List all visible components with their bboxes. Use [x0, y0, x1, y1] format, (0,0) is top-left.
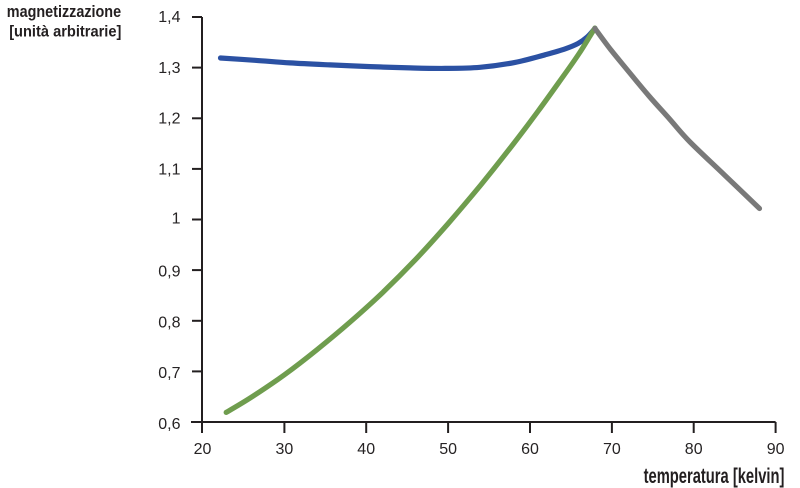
- svg-text:40: 40: [357, 441, 375, 458]
- svg-text:0,7: 0,7: [158, 365, 180, 382]
- svg-text:magnetizzazione: magnetizzazione: [7, 3, 121, 21]
- svg-text:70: 70: [603, 441, 621, 458]
- svg-text:1: 1: [172, 211, 181, 228]
- svg-text:temperatura [kelvin]: temperatura [kelvin]: [644, 465, 785, 488]
- svg-text:0,9: 0,9: [158, 263, 180, 280]
- svg-text:1,4: 1,4: [158, 9, 180, 26]
- svg-text:50: 50: [439, 441, 457, 458]
- svg-text:30: 30: [276, 441, 294, 458]
- svg-text:0,6: 0,6: [158, 416, 180, 433]
- svg-text:0,8: 0,8: [158, 314, 180, 331]
- svg-text:[unità arbitrarie]: [unità arbitrarie]: [9, 24, 121, 41]
- svg-text:1,1: 1,1: [158, 162, 180, 179]
- svg-text:90: 90: [767, 441, 785, 458]
- svg-text:60: 60: [521, 441, 539, 458]
- svg-text:1,2: 1,2: [158, 111, 180, 128]
- svg-text:1,3: 1,3: [158, 60, 180, 77]
- svg-text:80: 80: [685, 441, 703, 458]
- svg-text:20: 20: [194, 441, 212, 458]
